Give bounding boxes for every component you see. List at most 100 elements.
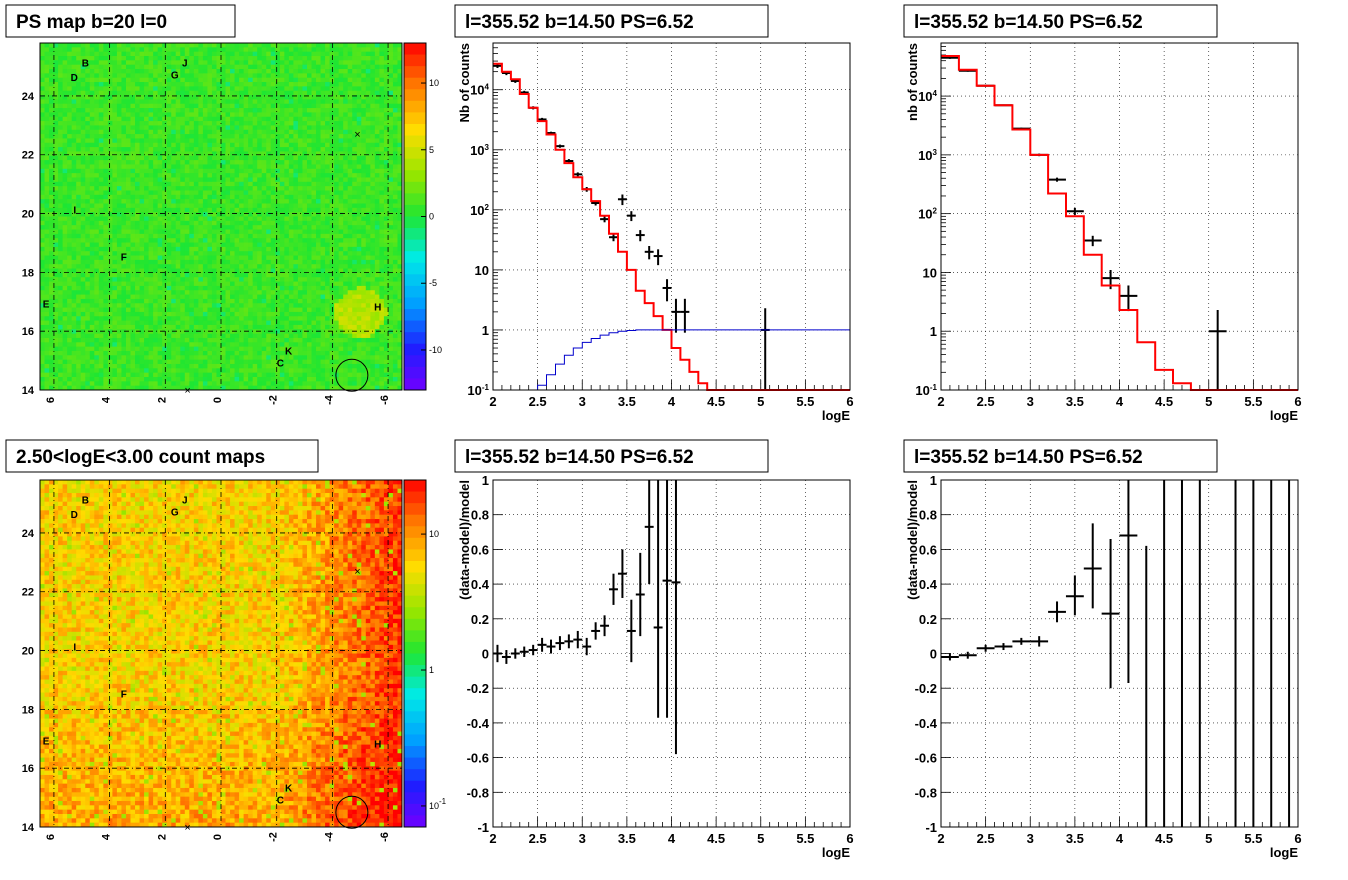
heatmap-cell <box>157 69 163 74</box>
heatmap-cell <box>248 324 253 330</box>
heatmap-cell <box>148 99 154 105</box>
heatmap-cell <box>284 272 290 278</box>
heatmap-cell <box>62 77 68 83</box>
heatmap-cell <box>320 99 326 105</box>
heatmap-cell <box>225 125 231 131</box>
heatmap-cell <box>216 125 222 131</box>
heatmap-cell <box>153 86 158 92</box>
heatmap-cell <box>248 160 253 165</box>
heatmap-cell <box>180 155 186 161</box>
heatmap-cell <box>202 99 208 105</box>
heatmap-cell <box>211 251 217 256</box>
heatmap-cell <box>53 268 59 274</box>
heatmap-cell <box>139 333 145 339</box>
heatmap-cell <box>180 294 186 300</box>
heatmap-cell <box>189 294 195 300</box>
heatmap-cell <box>94 255 100 261</box>
heatmap-cell <box>58 147 63 152</box>
heatmap-cell <box>248 381 253 386</box>
heatmap-cell <box>306 155 312 161</box>
heatmap-cell <box>216 363 222 369</box>
heatmap-cell <box>216 190 222 196</box>
heatmap-cell <box>230 160 235 165</box>
heatmap-cell <box>62 324 68 330</box>
heatmap-cell <box>202 368 208 373</box>
heatmap-cell <box>94 112 100 118</box>
heatmap-cell <box>53 368 59 373</box>
heatmap-cell <box>130 290 136 295</box>
heatmap-cell <box>275 212 281 217</box>
heatmap-cell <box>58 272 63 278</box>
heatmap-cell <box>239 363 244 369</box>
heatmap-cell <box>216 168 222 174</box>
heatmap-cell <box>166 60 172 65</box>
heatmap-cell <box>175 129 181 135</box>
heatmap-cell <box>85 281 91 287</box>
heatmap-cell <box>107 190 113 196</box>
heatmap-cell <box>184 181 190 187</box>
heatmap-cell <box>316 151 321 157</box>
heatmap-cell <box>148 303 154 308</box>
heatmap-cell <box>243 259 249 265</box>
heatmap-cell <box>71 103 77 109</box>
heatmap-cell <box>135 95 140 100</box>
heatmap-cell <box>252 342 258 347</box>
heatmap-cell <box>107 346 113 352</box>
heatmap-cell <box>261 64 267 70</box>
heatmap-cell <box>306 129 312 135</box>
heatmap-cell <box>44 125 50 131</box>
heatmap-cell <box>153 259 158 265</box>
heatmap-cell <box>207 95 213 100</box>
heatmap-cell <box>243 385 249 391</box>
heatmap-cell <box>293 264 299 269</box>
heatmap-cell <box>261 47 267 52</box>
heatmap-cell <box>221 164 226 170</box>
heatmap-cell <box>40 337 45 343</box>
heatmap-cell <box>266 43 272 48</box>
heatmap-cell <box>189 151 195 157</box>
heatmap-cell <box>103 207 109 213</box>
heatmap-cell <box>44 268 50 274</box>
heatmap-cell <box>284 264 290 269</box>
heatmap-cell <box>40 220 45 226</box>
heatmap-cell <box>130 376 136 382</box>
heatmap-cell <box>144 324 149 330</box>
heatmap-cell <box>225 342 231 347</box>
heatmap-cell <box>125 64 131 70</box>
heatmap-cell <box>266 307 272 313</box>
heatmap-cell <box>116 43 122 48</box>
heatmap-cell <box>62 264 68 269</box>
heatmap-cell <box>266 121 272 126</box>
heatmap-cell <box>166 376 172 382</box>
heatmap-cell <box>71 69 77 74</box>
heatmap-cell <box>302 155 308 161</box>
heatmap-cell <box>252 212 258 217</box>
heatmap-cell <box>302 246 308 252</box>
heatmap-cell <box>116 372 122 378</box>
heatmap-cell <box>221 303 226 308</box>
heatmap-cell <box>76 316 82 321</box>
heatmap-cell <box>139 268 145 274</box>
heatmap-cell <box>275 147 281 152</box>
heatmap-cell <box>252 381 258 386</box>
heatmap-cell <box>98 251 104 256</box>
heatmap-cell <box>221 259 226 265</box>
heatmap-cell <box>261 225 267 230</box>
heatmap-cell <box>211 381 217 386</box>
heatmap-cell <box>71 225 77 230</box>
heatmap-cell <box>144 346 149 352</box>
heatmap-cell <box>85 216 91 222</box>
heatmap-cell <box>49 259 54 265</box>
heatmap-cell <box>225 86 231 92</box>
heatmap-cell <box>311 272 317 278</box>
heatmap-cell <box>279 225 285 230</box>
heatmap-cell <box>275 350 281 356</box>
heatmap-cell <box>85 86 91 92</box>
heatmap-cell <box>293 368 299 373</box>
heatmap-cell <box>76 268 82 274</box>
heatmap-cell <box>261 186 267 191</box>
heatmap-cell <box>49 138 54 144</box>
heatmap-cell <box>248 181 253 187</box>
heatmap-cell <box>175 381 181 386</box>
heatmap-cell <box>125 116 131 122</box>
